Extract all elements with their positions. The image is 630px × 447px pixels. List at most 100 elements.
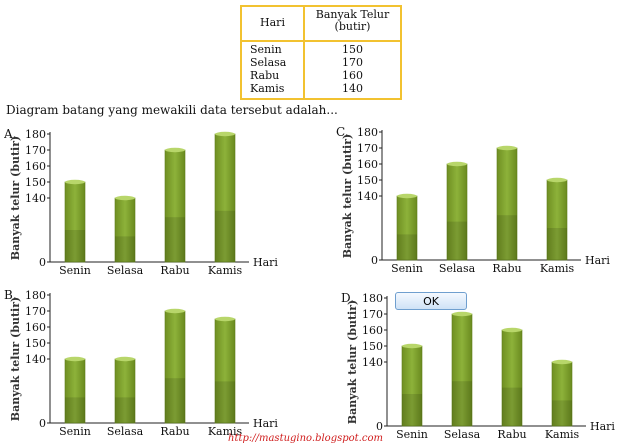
question-text: Diagram batang yang mewakili data terseb… bbox=[6, 103, 338, 117]
category-label: Rabu bbox=[160, 264, 189, 276]
bar-shade bbox=[115, 397, 135, 423]
chart-option-c: C.Banyak telur (butir) 0 140 150 160 170 180 Se… bbox=[336, 125, 610, 274]
bar-cap bbox=[215, 316, 235, 322]
bar-shade bbox=[402, 394, 422, 426]
category-label: Selasa bbox=[444, 428, 481, 440]
y-tick-label: 0 bbox=[371, 254, 378, 267]
y-tick-label: 170 bbox=[25, 305, 46, 318]
y-tick-label: 170 bbox=[357, 142, 378, 155]
bar-cap bbox=[65, 179, 85, 185]
category-label: Rabu bbox=[492, 262, 521, 274]
bar-cap bbox=[452, 311, 472, 317]
category-label: Rabu bbox=[497, 428, 526, 440]
bar-cap bbox=[402, 343, 422, 349]
bar-shade bbox=[215, 210, 235, 262]
y-tick-label: 150 bbox=[25, 337, 46, 350]
y-tick-label: 0 bbox=[376, 420, 383, 433]
y-tick-label: 160 bbox=[357, 158, 378, 171]
y-tick-label: 140 bbox=[362, 356, 383, 369]
table-value-column: 150 170 160 140 bbox=[305, 43, 400, 95]
table-divider-horizontal bbox=[242, 40, 400, 42]
ok-button[interactable]: OK bbox=[395, 292, 467, 310]
category-label: Kamis bbox=[545, 428, 580, 440]
table-value-cell: 160 bbox=[342, 69, 363, 82]
y-tick-label: 150 bbox=[25, 176, 46, 189]
bar-shade bbox=[165, 378, 185, 423]
bar-cap bbox=[547, 177, 567, 183]
bar-shade bbox=[65, 230, 85, 262]
category-label: Senin bbox=[59, 425, 91, 437]
table-header-value-line1: Banyak Telur bbox=[315, 8, 390, 21]
option-label: A. bbox=[4, 127, 16, 141]
y-tick-label: 160 bbox=[25, 160, 46, 173]
x-axis-label: Hari bbox=[253, 417, 278, 430]
bar-shade bbox=[502, 387, 522, 426]
table-value-cell: 170 bbox=[342, 56, 363, 69]
chart-option-b: B.Banyak telur (butir) 0 140 150 160 170 180 Se… bbox=[4, 288, 278, 437]
y-axis-label: Banyak telur (butir) bbox=[341, 134, 354, 258]
table-day-cell: Kamis bbox=[250, 82, 285, 95]
category-label: Kamis bbox=[208, 425, 243, 437]
x-axis-label: Hari bbox=[253, 256, 278, 269]
y-tick-label: 180 bbox=[25, 128, 46, 141]
y-tick-label: 180 bbox=[25, 289, 46, 302]
y-tick-label: 180 bbox=[357, 126, 378, 139]
category-label: Selasa bbox=[107, 264, 144, 276]
bar-shade bbox=[452, 381, 472, 426]
bar-cap bbox=[115, 195, 135, 201]
table-header-day: Hari bbox=[260, 16, 285, 29]
category-label: Rabu bbox=[160, 425, 189, 437]
option-label: B. bbox=[4, 288, 17, 302]
category-label: Senin bbox=[391, 262, 423, 274]
y-axis-label: Banyak telur (butir) bbox=[346, 300, 359, 424]
y-axis-label: Banyak telur (butir) bbox=[9, 297, 22, 421]
y-tick-label: 150 bbox=[362, 340, 383, 353]
option-label: D. bbox=[341, 291, 354, 305]
category-label: Senin bbox=[396, 428, 428, 440]
bar-cap bbox=[115, 356, 135, 362]
bar-shade bbox=[65, 397, 85, 423]
y-tick-label: 0 bbox=[39, 417, 46, 430]
bar-shade bbox=[547, 228, 567, 260]
bar-cap bbox=[65, 356, 85, 362]
bar-cap bbox=[397, 193, 417, 199]
table-day-cell: Selasa bbox=[250, 56, 287, 69]
y-tick-label: 0 bbox=[39, 256, 46, 269]
y-tick-label: 140 bbox=[25, 192, 46, 205]
bar-shade bbox=[397, 234, 417, 260]
chart-option-d: D.Banyak telur (butir) 0 140 150 160 170 180 Se… bbox=[341, 291, 615, 440]
y-tick-label: 140 bbox=[357, 190, 378, 203]
table-divider-vertical bbox=[303, 7, 305, 98]
bar-shade bbox=[447, 221, 467, 260]
table-value-cell: 150 bbox=[342, 43, 363, 56]
data-table: Hari Banyak Telur (butir) Senin Selasa R… bbox=[240, 5, 402, 100]
y-tick-label: 180 bbox=[362, 292, 383, 305]
y-tick-label: 160 bbox=[362, 324, 383, 337]
y-tick-label: 160 bbox=[25, 321, 46, 334]
bar-cap bbox=[165, 147, 185, 153]
x-axis-label: Hari bbox=[585, 254, 610, 267]
table-header-value: Banyak Telur (butir) bbox=[305, 9, 400, 33]
category-label: Selasa bbox=[107, 425, 144, 437]
table-day-cell: Rabu bbox=[250, 69, 280, 82]
bar-shade bbox=[115, 236, 135, 262]
bar-cap bbox=[502, 327, 522, 333]
bar-shade bbox=[165, 217, 185, 262]
bar-cap bbox=[552, 359, 572, 365]
bar-cap bbox=[215, 131, 235, 137]
y-axis-label: Banyak telur (butir) bbox=[9, 136, 22, 260]
table-day-column: Senin Selasa Rabu Kamis bbox=[250, 43, 286, 95]
bar-shade bbox=[497, 215, 517, 260]
chart-option-a: A.Banyak telur (butir) 0 140 150 160 170 180 Se… bbox=[4, 127, 278, 276]
table-value-cell: 140 bbox=[342, 82, 363, 95]
category-label: Selasa bbox=[439, 262, 476, 274]
category-label: Kamis bbox=[208, 264, 243, 276]
table-header-value-line2: (butir) bbox=[334, 20, 371, 33]
table-day-cell: Senin bbox=[250, 43, 282, 56]
y-tick-label: 170 bbox=[362, 308, 383, 321]
category-label: Kamis bbox=[540, 262, 575, 274]
y-tick-label: 150 bbox=[357, 174, 378, 187]
x-axis-label: Hari bbox=[590, 420, 615, 433]
bar-cap bbox=[165, 308, 185, 314]
option-label: C. bbox=[336, 125, 349, 139]
